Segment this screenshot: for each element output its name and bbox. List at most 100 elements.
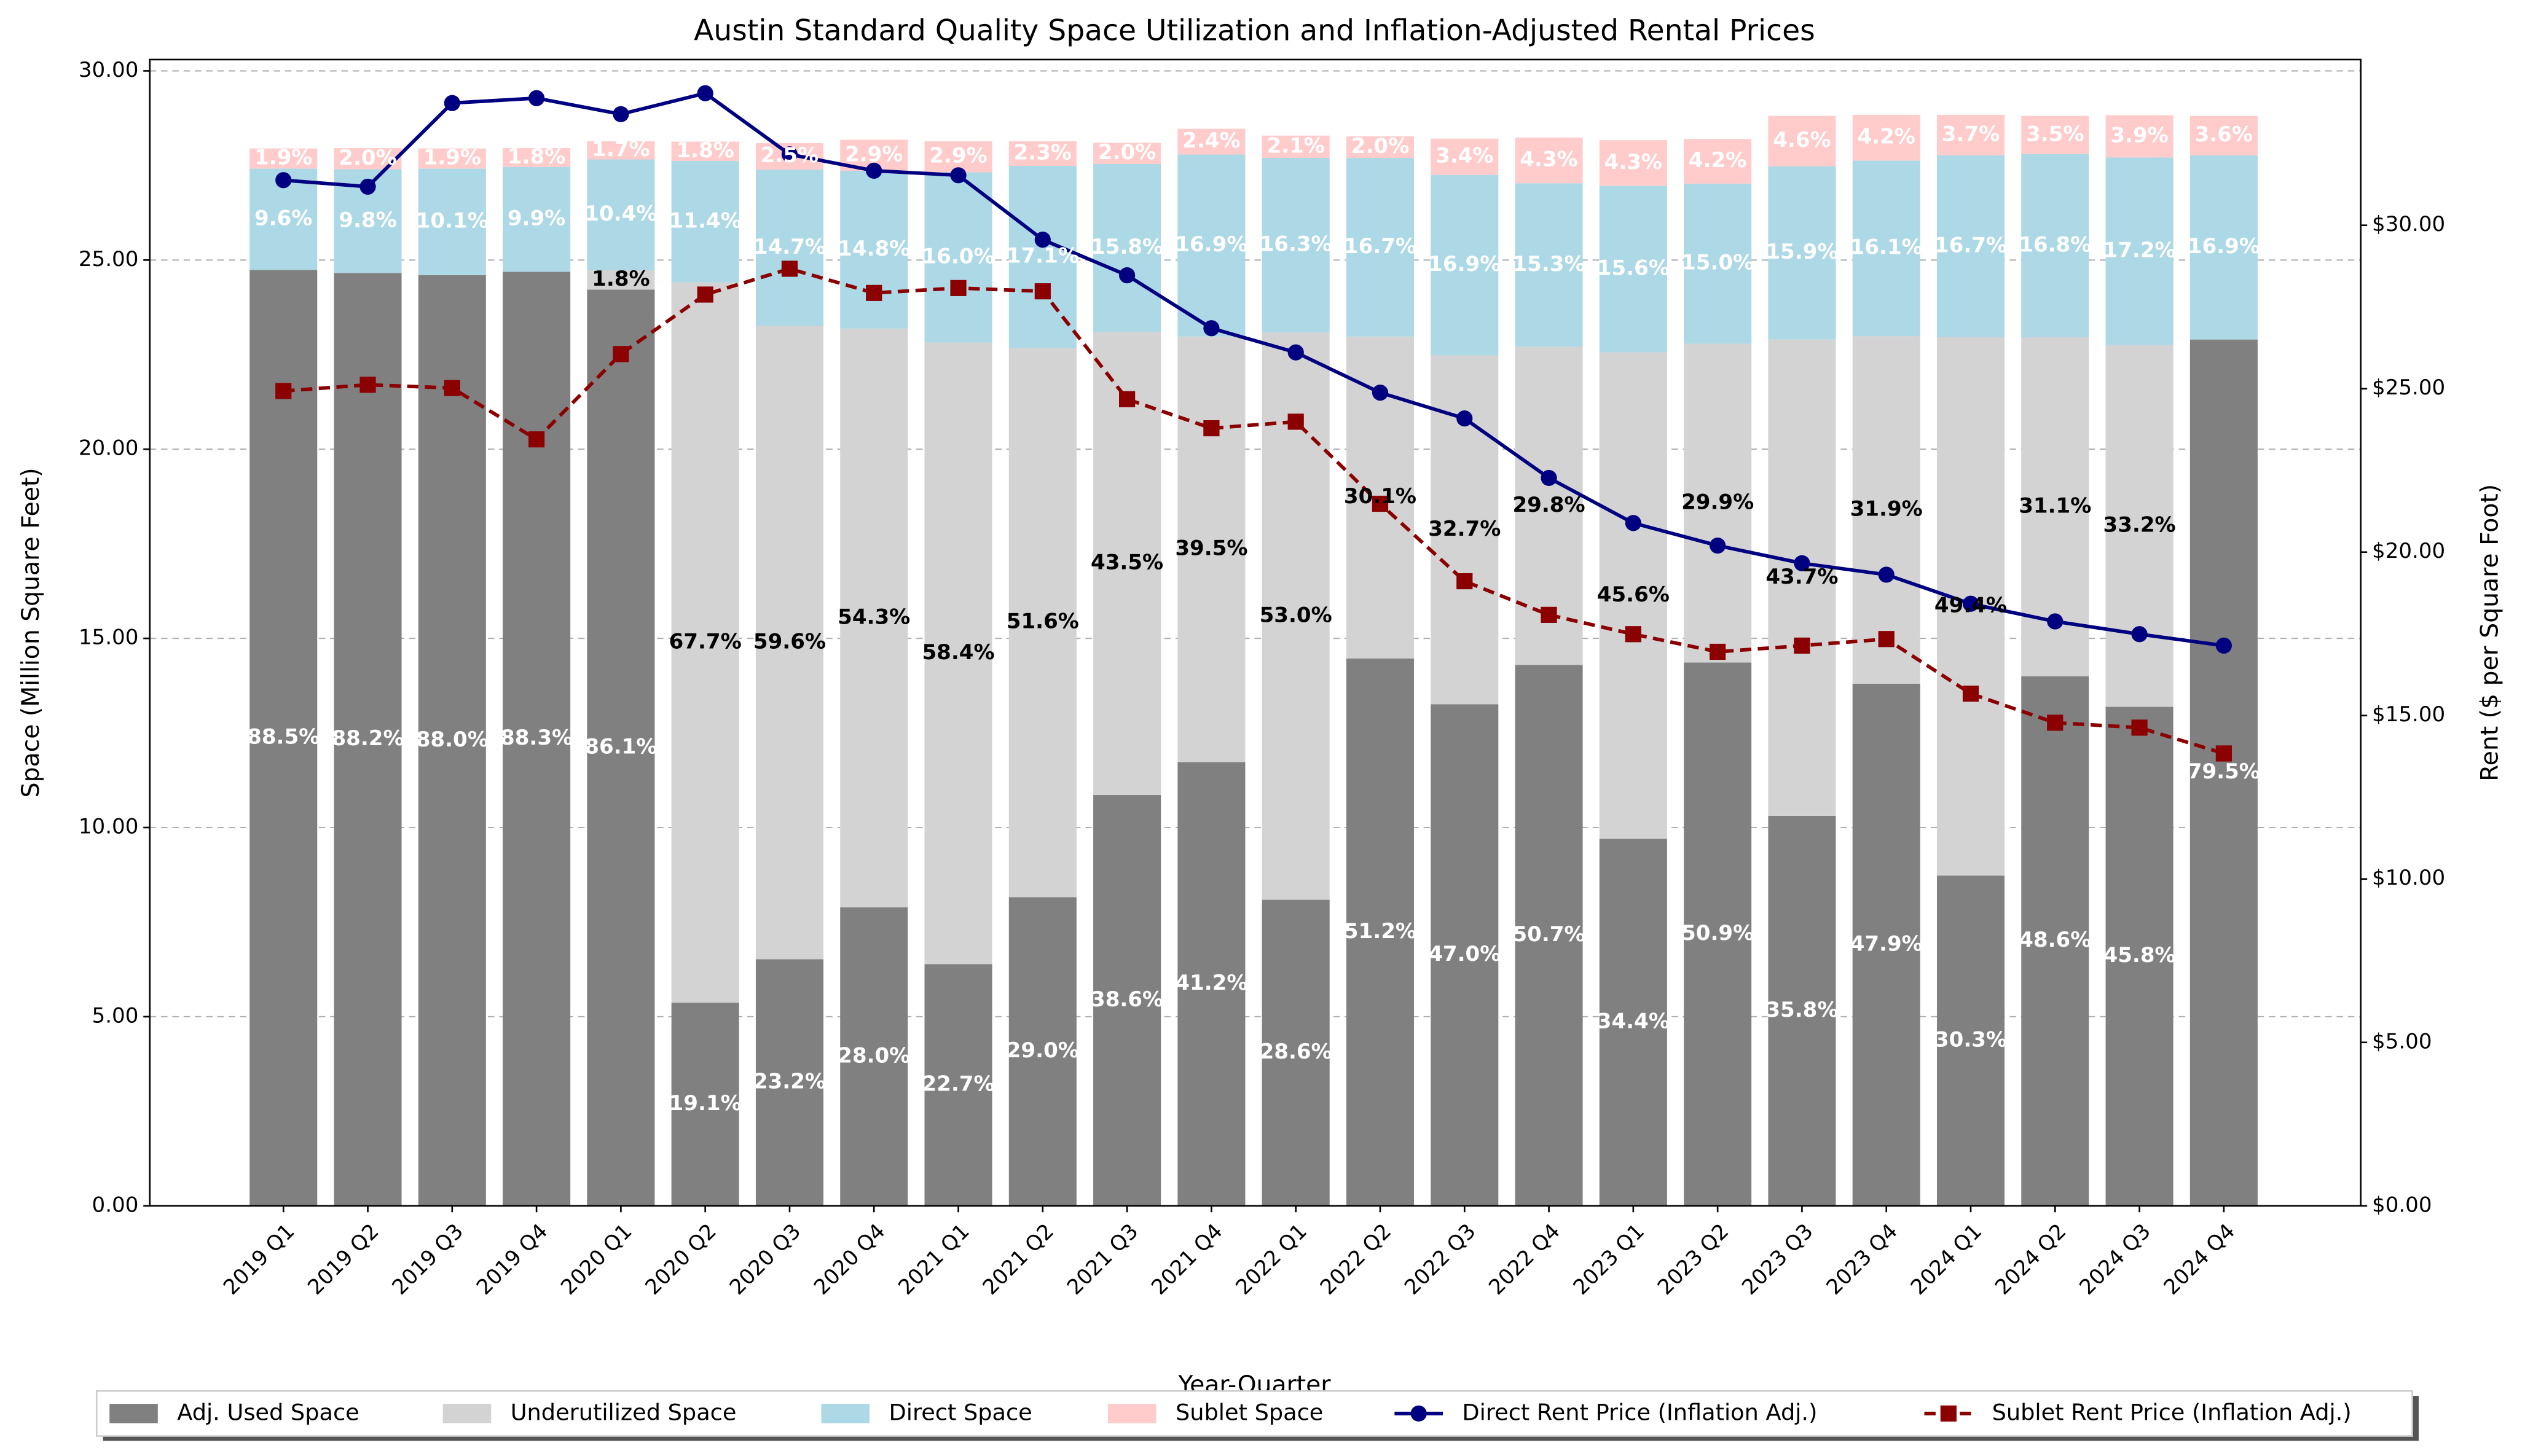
value-label: 43.5% (1091, 550, 1163, 575)
legend-marker (1940, 1405, 1957, 1422)
bar-segment (1852, 683, 1920, 1206)
line-marker (1710, 537, 1726, 554)
bar-segment (2105, 345, 2174, 707)
bar-segment (1768, 166, 1836, 340)
value-label: 16.9% (1428, 252, 1501, 276)
value-label: 4.3% (1520, 147, 1577, 172)
bar-segment (671, 282, 739, 1003)
bar-segment (1431, 138, 1499, 175)
y2-tick-label: $15.00 (2372, 702, 2445, 727)
bar-segment (2105, 115, 2174, 158)
bar-segment (1515, 137, 1583, 184)
bar-segment (2189, 115, 2258, 155)
value-label: 17.2% (2103, 238, 2176, 263)
value-label: 32.7% (1428, 517, 1501, 541)
bar-segment (1008, 897, 1077, 1206)
bar-segment (755, 170, 823, 326)
bar-segment (418, 168, 486, 275)
value-label: 9.8% (339, 208, 396, 232)
legend: Adj. Used Space Underutilized Space Direct… (95, 1390, 2419, 1441)
line-marker (528, 431, 545, 448)
value-label: 16.9% (1175, 232, 1247, 257)
line-marker (1625, 626, 1641, 643)
line-marker (1119, 391, 1136, 407)
value-label: 3.4% (1435, 144, 1493, 168)
bar-segment (1936, 155, 2005, 337)
line-series (283, 267, 2225, 756)
bar-segment (1599, 140, 1667, 186)
bar-segment (1768, 339, 1836, 816)
bar-segment (1177, 154, 1246, 337)
bar-segment (2021, 154, 2089, 337)
value-label: 34.4% (1597, 1009, 1670, 1034)
bar-segment (755, 959, 823, 1206)
value-label: 14.7% (753, 235, 826, 259)
value-label: 88.0% (416, 727, 489, 752)
value-label: 23.2% (753, 1070, 826, 1094)
line-marker (2131, 719, 2148, 736)
bar-segment (755, 326, 823, 960)
value-label: 33.2% (2103, 513, 2176, 538)
value-label: 51.6% (1007, 609, 1079, 634)
value-label: 29.8% (1512, 493, 1585, 517)
line-marker (528, 90, 545, 106)
value-label: 15.0% (1681, 251, 1754, 275)
plot-area: 0.00 5.00 10.00 15.00 20.00 25.00 30.00 $0.00 $5… (79, 58, 2445, 1300)
legend-label: Adj. Used Space (177, 1399, 359, 1425)
value-label: 16.3% (1260, 232, 1332, 256)
bar-segment (249, 270, 318, 1206)
bar-segment (1431, 174, 1499, 356)
value-label: 10.4% (584, 202, 657, 226)
value-label: 28.0% (838, 1043, 910, 1068)
line-marker (697, 286, 713, 303)
line-marker (1034, 232, 1051, 248)
line-marker (359, 377, 376, 393)
line-marker (1878, 631, 1895, 648)
bar-segment (1346, 158, 1415, 337)
value-label: 31.9% (1850, 497, 1923, 522)
value-label: 2.4% (1182, 128, 1240, 153)
y2-tick-label: $30.00 (2372, 212, 2445, 237)
line-marker (950, 280, 967, 296)
line-marker (1287, 413, 1304, 430)
value-label: 1.8% (676, 138, 734, 163)
bar-segment (924, 964, 992, 1206)
value-label: 2.9% (929, 144, 987, 168)
line-marker (781, 146, 798, 163)
value-label: 59.6% (753, 629, 826, 654)
legend-swatch (109, 1404, 158, 1423)
line-marker (1456, 573, 1473, 590)
value-label: 16.7% (1344, 234, 1416, 259)
line-marker (1794, 555, 1810, 571)
line-marker (1962, 685, 1979, 702)
line-marker (2215, 637, 2232, 654)
line-marker (1710, 643, 1726, 660)
value-label: 2.0% (1351, 134, 1409, 159)
bar-segment (503, 166, 571, 272)
bar-segment (334, 273, 402, 1206)
value-label: 88.5% (247, 725, 320, 750)
bar-segment (1262, 135, 1330, 159)
value-label: 38.6% (1091, 987, 1163, 1012)
value-label: 11.4% (669, 208, 742, 233)
bar-segment (1684, 183, 1752, 344)
value-label: 47.9% (1850, 931, 1923, 956)
bar-segment (1768, 815, 1836, 1206)
value-label: 14.8% (838, 237, 910, 261)
value-label: 50.9% (1681, 921, 1754, 945)
value-label: 45.6% (1597, 582, 1670, 607)
value-label: 15.8% (1091, 235, 1163, 259)
bar-segment (1177, 336, 1246, 762)
value-label: 29.0% (1007, 1038, 1079, 1063)
value-label: 28.6% (1260, 1039, 1332, 1064)
bar-segment (1093, 163, 1161, 332)
bar-segment (587, 159, 655, 270)
bar-segment (1936, 875, 2005, 1206)
bar-segment (503, 148, 571, 167)
value-label: 16.8% (2019, 232, 2091, 257)
line-marker (1372, 384, 1389, 401)
bar-segment (1262, 899, 1330, 1206)
bar-segment (1599, 352, 1667, 839)
value-label: 3.7% (1942, 122, 2000, 146)
line-marker (2047, 613, 2064, 630)
